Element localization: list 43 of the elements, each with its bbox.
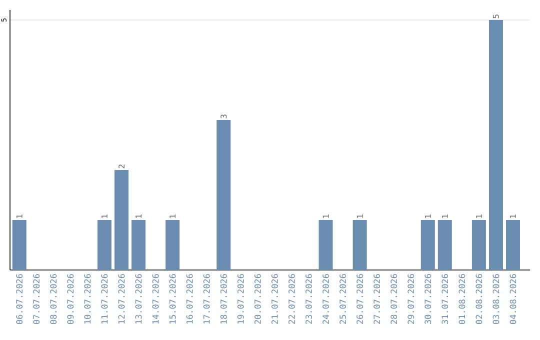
x-tick-label: 21.07.2026 xyxy=(271,274,278,324)
x-tick-label: 11.07.2026 xyxy=(101,274,108,324)
x-tick-label: 25.07.2026 xyxy=(340,274,346,324)
x-tick-label: 26.07.2026 xyxy=(356,274,364,324)
bar xyxy=(97,220,112,270)
x-tick-label: 04.08.2026 xyxy=(510,274,516,324)
x-tick-label: 07.07.2026 xyxy=(33,274,40,324)
x-tick-label: 02.08.2026 xyxy=(476,274,482,324)
x-tick-label: 28.07.2026 xyxy=(390,274,398,324)
x-tick-label: 14.07.2026 xyxy=(152,274,159,324)
x-tick-label: 15.07.2026 xyxy=(169,274,176,324)
bar xyxy=(132,220,146,270)
x-tick-label: 16.07.2026 xyxy=(186,274,193,324)
x-tick-label: 08.07.2026 xyxy=(50,274,57,324)
bar xyxy=(114,170,128,270)
x-tick-label: 17.07.2026 xyxy=(203,274,210,324)
x-tick-label: 24.07.2026 xyxy=(322,274,329,324)
bar xyxy=(166,220,180,270)
bar xyxy=(12,220,26,270)
bar xyxy=(216,120,231,270)
x-tick-label: 23.07.2026 xyxy=(306,274,312,324)
x-tick-label: 09.07.2026 xyxy=(67,274,74,324)
x-tick-label: 03.08.2026 xyxy=(492,274,500,324)
x-tick-label: 30.07.2026 xyxy=(424,274,432,324)
x-tick-label: 20.07.2026 xyxy=(254,274,261,324)
x-tick-label: 27.07.2026 xyxy=(374,274,380,324)
x-tick-label: 10.07.2026 xyxy=(84,274,91,324)
bar xyxy=(318,220,333,270)
x-tick-label: 13.07.2026 xyxy=(135,274,142,324)
x-tick-label: 29.07.2026 xyxy=(408,274,414,324)
bar xyxy=(420,220,435,270)
x-tick-label: 12.07.2026 xyxy=(118,274,125,324)
bar xyxy=(438,220,452,270)
x-tick-label: 01.08.2026 xyxy=(458,274,466,324)
x-tick-label: 06.07.2026 xyxy=(16,274,23,324)
bar xyxy=(352,220,367,270)
x-tick-label: 31.07.2026 xyxy=(442,274,448,324)
x-tick-label: 19.07.2026 xyxy=(237,274,244,324)
x-tick-label: 22.07.2026 xyxy=(288,274,295,324)
bar xyxy=(472,220,486,270)
bar xyxy=(506,220,520,270)
bar xyxy=(488,20,503,270)
x-tick-label: 18.07.2026 xyxy=(220,274,227,324)
